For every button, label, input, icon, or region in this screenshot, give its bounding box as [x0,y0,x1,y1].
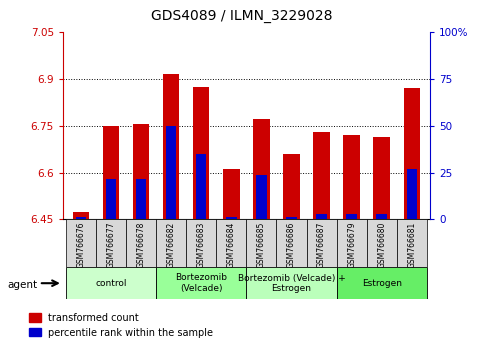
Bar [223,170,240,219]
FancyBboxPatch shape [186,219,216,267]
Text: GSM766677: GSM766677 [106,222,115,268]
Bar [256,175,267,219]
Text: Bortezomib
(Velcade): Bortezomib (Velcade) [175,274,227,293]
Bar [313,132,330,219]
Bar [253,119,270,219]
FancyBboxPatch shape [126,219,156,267]
Bar [72,212,89,219]
Bar [103,126,119,219]
FancyBboxPatch shape [307,219,337,267]
FancyBboxPatch shape [397,219,427,267]
Bar [75,217,86,219]
Bar [376,215,387,219]
Bar [346,214,357,219]
Bar [403,88,420,219]
Bar [283,154,300,219]
Bar [196,154,206,219]
Bar [133,124,149,219]
FancyBboxPatch shape [66,267,156,299]
FancyBboxPatch shape [337,219,367,267]
Text: GSM766686: GSM766686 [287,222,296,268]
Bar [407,169,417,219]
FancyBboxPatch shape [276,219,307,267]
Text: Estrogen: Estrogen [362,279,402,288]
Legend: transformed count, percentile rank within the sample: transformed count, percentile rank withi… [29,313,213,338]
Bar [163,74,179,219]
Text: Bortezomib (Velcade) +
Estrogen: Bortezomib (Velcade) + Estrogen [238,274,345,293]
Text: GSM766680: GSM766680 [377,222,386,268]
Text: GSM766681: GSM766681 [407,222,416,268]
FancyBboxPatch shape [156,267,246,299]
Text: GSM766684: GSM766684 [227,222,236,268]
Text: GSM766683: GSM766683 [197,222,206,268]
Text: GSM766676: GSM766676 [76,222,85,268]
Text: control: control [95,279,127,288]
Bar [136,179,146,219]
FancyBboxPatch shape [246,267,337,299]
Bar [316,214,327,219]
Bar [226,217,237,219]
Text: GSM766682: GSM766682 [167,222,176,268]
FancyBboxPatch shape [367,219,397,267]
Text: GSM766685: GSM766685 [257,222,266,268]
Text: GSM766687: GSM766687 [317,222,326,268]
Bar [343,135,360,219]
Bar [286,217,297,219]
FancyBboxPatch shape [246,219,276,267]
FancyBboxPatch shape [337,267,427,299]
Bar [106,179,116,219]
Text: GDS4089 / ILMN_3229028: GDS4089 / ILMN_3229028 [151,9,332,23]
Bar [193,87,210,219]
Text: GSM766679: GSM766679 [347,222,356,268]
Text: GSM766678: GSM766678 [137,222,145,268]
Bar [373,137,390,219]
FancyBboxPatch shape [96,219,126,267]
Bar [166,126,176,219]
FancyBboxPatch shape [216,219,246,267]
Text: agent: agent [7,280,37,290]
FancyBboxPatch shape [66,219,96,267]
FancyBboxPatch shape [156,219,186,267]
